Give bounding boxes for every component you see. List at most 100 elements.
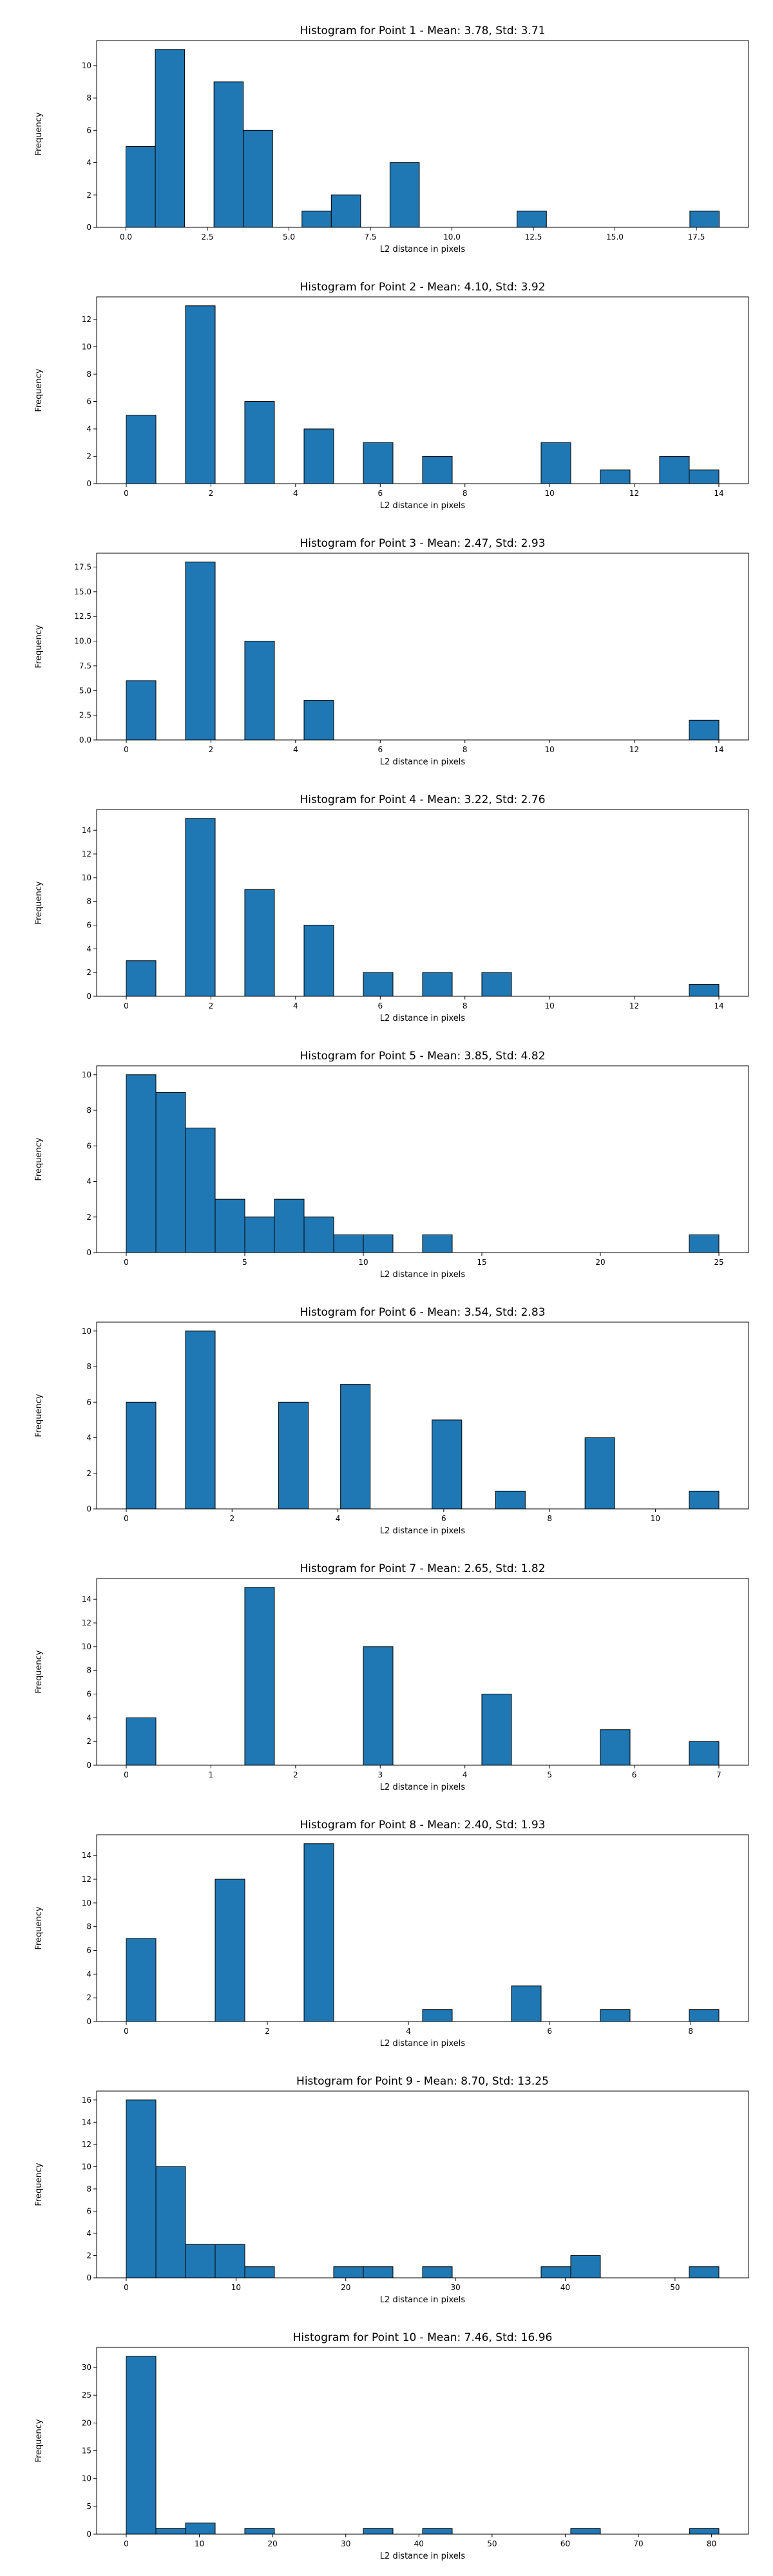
y-axis-label: Frequency	[34, 881, 44, 924]
x-tick-label: 40	[414, 2539, 424, 2548]
chart-title: Histogram for Point 8 - Mean: 2.40, Std:…	[300, 1819, 545, 1832]
x-tick-label: 8	[688, 2027, 693, 2036]
y-tick-label: 12	[82, 2140, 91, 2149]
histogram-bar	[126, 1938, 157, 2022]
histogram-bar	[215, 1879, 245, 2022]
x-tick-label: 1	[209, 1770, 214, 1779]
x-tick-label: 80	[707, 2539, 716, 2548]
y-tick-label: 8	[86, 897, 91, 906]
x-tick-label: 0	[124, 2027, 129, 2036]
histogram-bar	[659, 456, 690, 484]
histogram-bar	[340, 1384, 371, 1510]
y-tick-label: 6	[86, 397, 91, 406]
x-tick-label: 7.5	[364, 232, 376, 242]
x-tick-label: 2	[209, 489, 214, 498]
y-tick-label: 12.5	[74, 612, 91, 621]
y-tick-label: 15.0	[74, 587, 91, 596]
histogram-bar	[363, 2266, 394, 2278]
y-tick-label: 8	[86, 1362, 91, 1371]
y-tick-label: 6	[86, 1141, 91, 1150]
y-tick-label: 20	[82, 2418, 91, 2427]
y-axis-label: Frequency	[34, 1394, 44, 1437]
x-tick-label: 3	[377, 1770, 383, 1779]
x-axis-label: L2 distance in pixels	[380, 2295, 466, 2305]
histogram-bar	[570, 2255, 601, 2278]
histogram-bar	[511, 1985, 542, 2022]
x-tick-label: 70	[633, 2539, 643, 2548]
histogram-bar	[363, 442, 394, 484]
y-tick-label: 14	[82, 2117, 91, 2126]
x-tick-label: 14	[714, 745, 723, 754]
chart-title: Histogram for Point 1 - Mean: 3.78, Std:…	[300, 24, 545, 37]
histogram-bar	[689, 211, 720, 228]
x-tick-label: 7	[716, 1770, 721, 1779]
histogram-bar	[600, 2009, 631, 2022]
y-tick-label: 0	[86, 2530, 91, 2539]
x-tick-label: 0	[124, 745, 129, 754]
y-tick-label: 10	[82, 2474, 91, 2483]
histogram-bar	[689, 1741, 720, 1766]
chart-title: Histogram for Point 3 - Mean: 2.47, Std:…	[300, 537, 545, 550]
histogram-bar	[333, 2266, 364, 2278]
x-tick-label: 0	[124, 2283, 129, 2292]
x-tick-label: 0	[124, 1514, 129, 1523]
x-tick-label: 6	[441, 1514, 446, 1523]
histogram-bar	[389, 162, 420, 228]
histogram-bar	[126, 1401, 157, 1510]
histogram-bar	[244, 401, 275, 484]
y-tick-label: 17.5	[74, 562, 91, 571]
histogram-bar	[689, 2009, 720, 2022]
plot-frame	[96, 1321, 749, 1510]
histogram-panel-5: 0 5 10 15 20 25 0 2 4 6 8 10 Histogram for Point 5 -…	[34, 1050, 749, 1280]
y-tick-label: 10	[82, 343, 91, 352]
y-tick-label: 2	[86, 452, 91, 461]
histogram-bar	[155, 49, 186, 228]
x-tick-label: 20	[595, 1258, 605, 1267]
histogram-bar	[689, 469, 720, 484]
histogram-bar	[278, 1401, 309, 1510]
y-tick-label: 0	[86, 1761, 91, 1770]
y-tick-label: 2	[86, 1213, 91, 1222]
histogram-bar	[244, 2266, 275, 2278]
x-tick-label: 25	[714, 1258, 723, 1267]
y-tick-label: 0.0	[79, 735, 91, 744]
y-tick-label: 0	[86, 223, 91, 232]
x-tick-label: 2.5	[201, 232, 213, 242]
y-tick-label: 5	[86, 2502, 91, 2511]
histogram-bar	[303, 1843, 334, 2022]
histogram-bar	[422, 2528, 453, 2535]
x-tick-label: 6	[377, 489, 383, 498]
x-tick-label: 30	[341, 2539, 350, 2548]
histogram-bar	[185, 1128, 216, 1253]
y-tick-label: 6	[86, 1690, 91, 1699]
histogram-panel-3: 0 2 4 6 8 10 12 14 0.0 2.5 5.0 7.5 10.0 12.5 15.0 17.5 H…	[34, 537, 749, 767]
y-tick-label: 4	[86, 2229, 91, 2238]
histogram-bar	[689, 1234, 720, 1253]
x-axis-label: L2 distance in pixels	[380, 757, 466, 767]
y-tick-label: 0	[86, 2017, 91, 2026]
histogram-bar	[363, 1646, 394, 1766]
histogram-bar	[333, 1234, 364, 1253]
histogram-bar	[422, 456, 453, 484]
plot-frame	[96, 1065, 749, 1253]
x-tick-label: 5.0	[283, 232, 295, 242]
x-tick-label: 8	[463, 745, 468, 754]
x-tick-label: 50	[487, 2539, 497, 2548]
x-tick-label: 10	[545, 489, 555, 498]
y-tick-label: 10.0	[74, 637, 91, 646]
y-tick-label: 2.5	[79, 711, 91, 720]
y-tick-label: 2	[86, 1737, 91, 1746]
x-tick-label: 15.0	[606, 232, 624, 242]
x-tick-label: 20	[341, 2283, 350, 2292]
x-tick-label: 2	[293, 1770, 298, 1779]
y-tick-label: 10	[82, 1327, 91, 1336]
histogram-bar	[126, 960, 157, 997]
histogram-bar	[244, 1587, 275, 1766]
x-tick-label: 6	[547, 2027, 552, 2036]
y-tick-label: 25	[82, 2391, 91, 2400]
histogram-bar	[363, 972, 394, 997]
histogram-bar	[432, 1419, 463, 1510]
x-tick-label: 10	[545, 745, 555, 754]
histogram-bar	[185, 2523, 216, 2535]
histogram-bar	[301, 211, 332, 228]
